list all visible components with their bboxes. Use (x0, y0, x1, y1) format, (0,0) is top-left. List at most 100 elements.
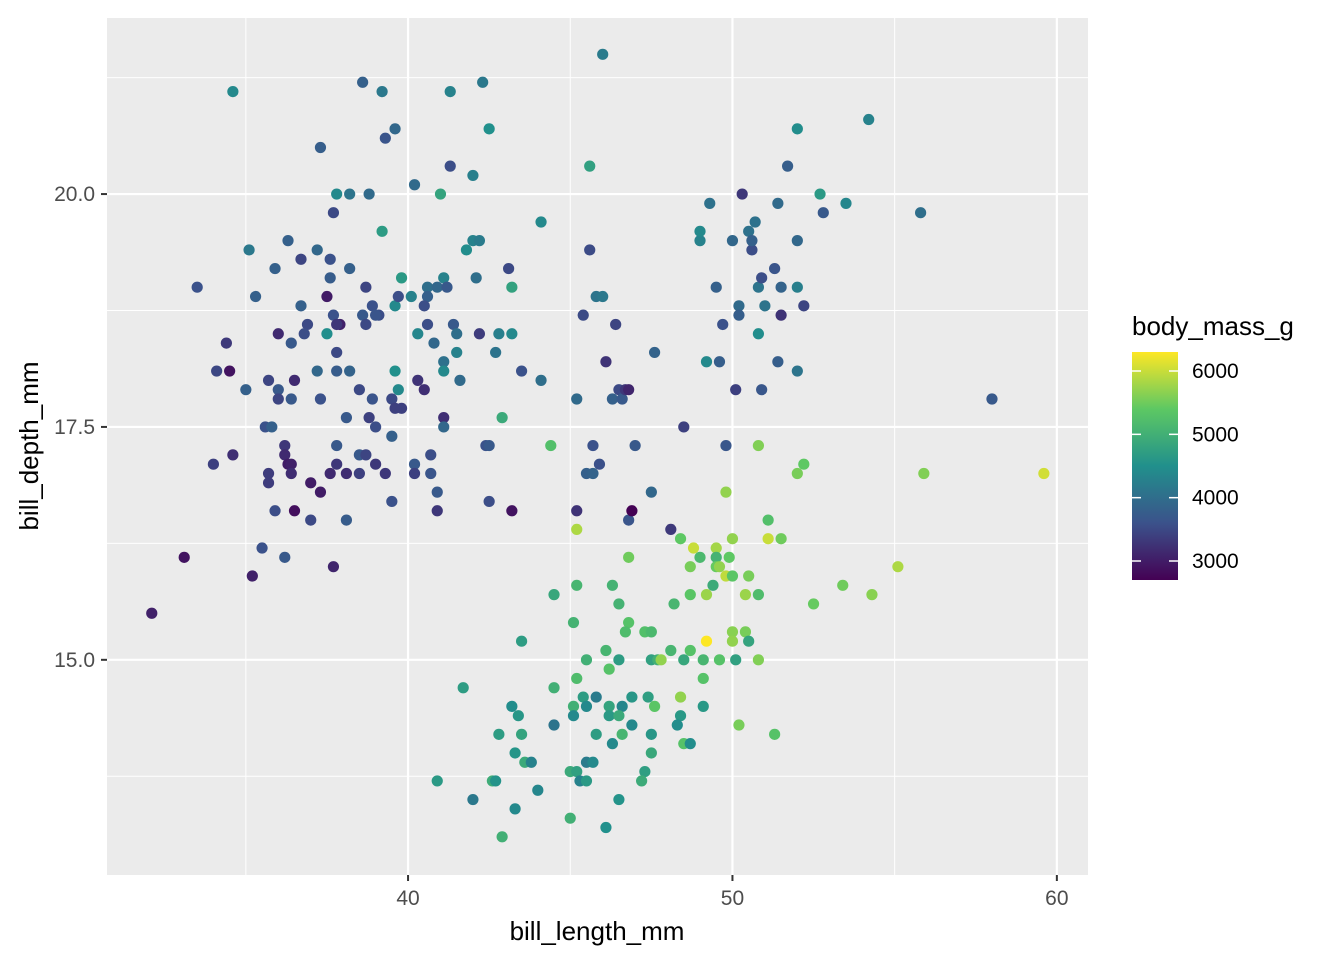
points-layer (146, 48, 1050, 843)
data-point (224, 365, 236, 377)
data-point (327, 207, 340, 219)
data-point (428, 337, 440, 349)
data-point (1038, 467, 1050, 480)
data-point (305, 477, 317, 489)
data-point (434, 188, 447, 200)
data-point (366, 393, 378, 405)
data-point (438, 421, 450, 433)
data-point (665, 644, 677, 657)
legend-title: body_mass_g (1132, 311, 1294, 341)
data-point (515, 635, 528, 647)
data-point (331, 188, 343, 200)
data-point (590, 728, 602, 740)
data-point (697, 700, 709, 712)
data-point (762, 533, 774, 545)
data-point (324, 272, 336, 284)
data-point (246, 570, 258, 582)
data-point (626, 691, 638, 703)
data-point (636, 775, 648, 787)
data-point (431, 505, 443, 517)
data-point (288, 505, 301, 517)
data-point (515, 365, 528, 377)
data-point (321, 328, 333, 340)
data-point (587, 756, 599, 768)
data-point (360, 318, 372, 331)
data-point (357, 309, 369, 321)
data-point (509, 803, 521, 815)
data-point (577, 691, 589, 703)
data-point (376, 85, 388, 98)
data-point (473, 235, 486, 247)
data-point (421, 318, 434, 331)
data-point (730, 654, 742, 666)
data-point (483, 123, 495, 135)
data-point (249, 290, 262, 303)
data-point (752, 281, 765, 293)
data-point (493, 728, 505, 740)
data-point (311, 244, 323, 256)
data-point (626, 505, 638, 517)
data-point (389, 365, 401, 377)
data-point (593, 458, 606, 470)
data-point (454, 374, 466, 386)
data-point (756, 272, 768, 284)
data-point (509, 747, 521, 759)
data-point (726, 235, 739, 247)
data-point (331, 439, 343, 452)
data-point (314, 393, 327, 405)
data-point (759, 300, 771, 312)
data-point (746, 244, 758, 256)
data-point (548, 589, 560, 601)
data-point (580, 775, 593, 787)
data-point (327, 309, 340, 321)
data-point (639, 766, 651, 778)
y-tick-label: 15.0 (54, 649, 95, 672)
axes: 40 50 60 15.0 17.5 20.0 (54, 183, 1068, 910)
data-point (733, 309, 745, 321)
data-point (655, 654, 667, 666)
data-point (191, 281, 203, 293)
data-point (285, 337, 297, 349)
data-point (772, 356, 784, 368)
data-point (344, 188, 356, 200)
data-point (331, 458, 343, 470)
data-point (412, 374, 424, 386)
data-point (775, 281, 787, 293)
data-point (438, 365, 450, 377)
data-point (710, 551, 722, 563)
data-point (600, 821, 612, 834)
data-point (483, 439, 495, 452)
data-point (720, 439, 732, 452)
data-point (704, 197, 716, 209)
data-point (548, 682, 560, 694)
data-point (269, 262, 281, 275)
data-point (726, 533, 739, 545)
data-point (451, 346, 463, 359)
data-point (431, 775, 443, 787)
data-point (814, 188, 826, 200)
data-point (321, 290, 333, 303)
data-point (603, 663, 615, 675)
data-point (619, 626, 631, 638)
data-point (645, 626, 657, 638)
data-point (752, 589, 765, 601)
data-point (405, 290, 417, 303)
data-point (648, 700, 661, 712)
data-point (674, 533, 687, 545)
data-point (389, 123, 401, 135)
data-point (613, 793, 625, 806)
data-point (733, 719, 745, 731)
data-point (512, 710, 524, 722)
data-point (756, 384, 768, 396)
data-point (629, 439, 641, 452)
data-point (467, 169, 479, 182)
data-point (470, 272, 482, 284)
data-point (603, 710, 615, 722)
data-point (535, 374, 547, 386)
data-point (713, 561, 726, 573)
data-point (694, 225, 706, 237)
data-point (580, 700, 593, 712)
data-point (642, 691, 654, 703)
data-point (580, 654, 593, 666)
